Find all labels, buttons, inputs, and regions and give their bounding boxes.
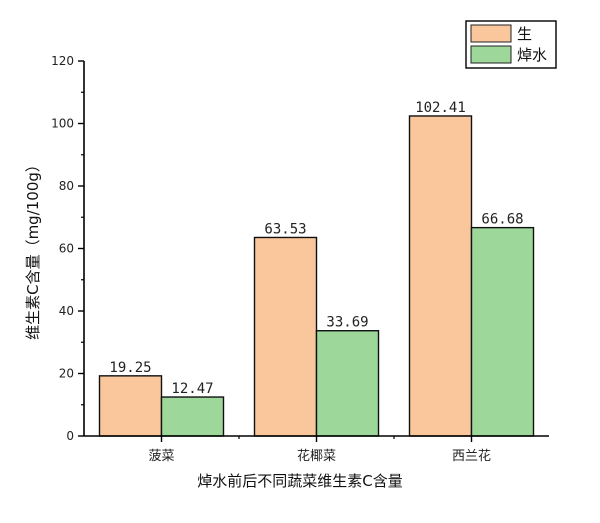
y-tick-label: 120 [51, 54, 74, 68]
bar-raw [253, 236, 318, 437]
y-axis-ticks: 0 20 40 60 80 100 120 [51, 54, 84, 443]
x-axis-ticks: 菠菜 花椰菜 西兰花 [148, 436, 491, 464]
y-axis-title: 维生素C含量（mg/100g） [24, 157, 42, 340]
y-tick-label: 80 [59, 179, 74, 193]
x-axis-title: 焯水前后不同蔬菜维生素C含量 [197, 472, 402, 490]
y-tick-label: 0 [66, 429, 74, 443]
bar-raw [98, 375, 163, 437]
legend-label-raw: 生 [517, 25, 532, 43]
x-tick-label: 西兰花 [452, 448, 491, 464]
bars [98, 115, 535, 437]
data-label: 63.53 [264, 221, 306, 237]
x-tick-label: 花椰菜 [297, 448, 336, 464]
legend: 生 焯水 [465, 20, 557, 69]
y-tick-label: 20 [59, 367, 74, 381]
bar-blanched [160, 396, 225, 437]
data-label: 12.47 [171, 381, 213, 397]
bar-blanched [470, 226, 535, 437]
y-tick-label: 100 [51, 117, 74, 131]
legend-label-blanched: 焯水 [517, 46, 547, 64]
data-label: 19.25 [109, 360, 151, 376]
data-label: 102.41 [415, 100, 466, 116]
bar-raw [408, 115, 473, 437]
data-label: 33.69 [326, 315, 368, 331]
legend-swatch-blanched [470, 45, 512, 64]
data-label: 66.68 [481, 212, 523, 228]
bar-blanched [315, 330, 380, 437]
data-labels: 19.25 12.47 63.53 33.69 102.41 66.68 [109, 100, 523, 397]
legend-swatch-raw [470, 24, 512, 43]
y-tick-label: 60 [59, 242, 74, 256]
y-tick-label: 40 [59, 304, 74, 318]
x-tick-label: 菠菜 [148, 449, 174, 464]
